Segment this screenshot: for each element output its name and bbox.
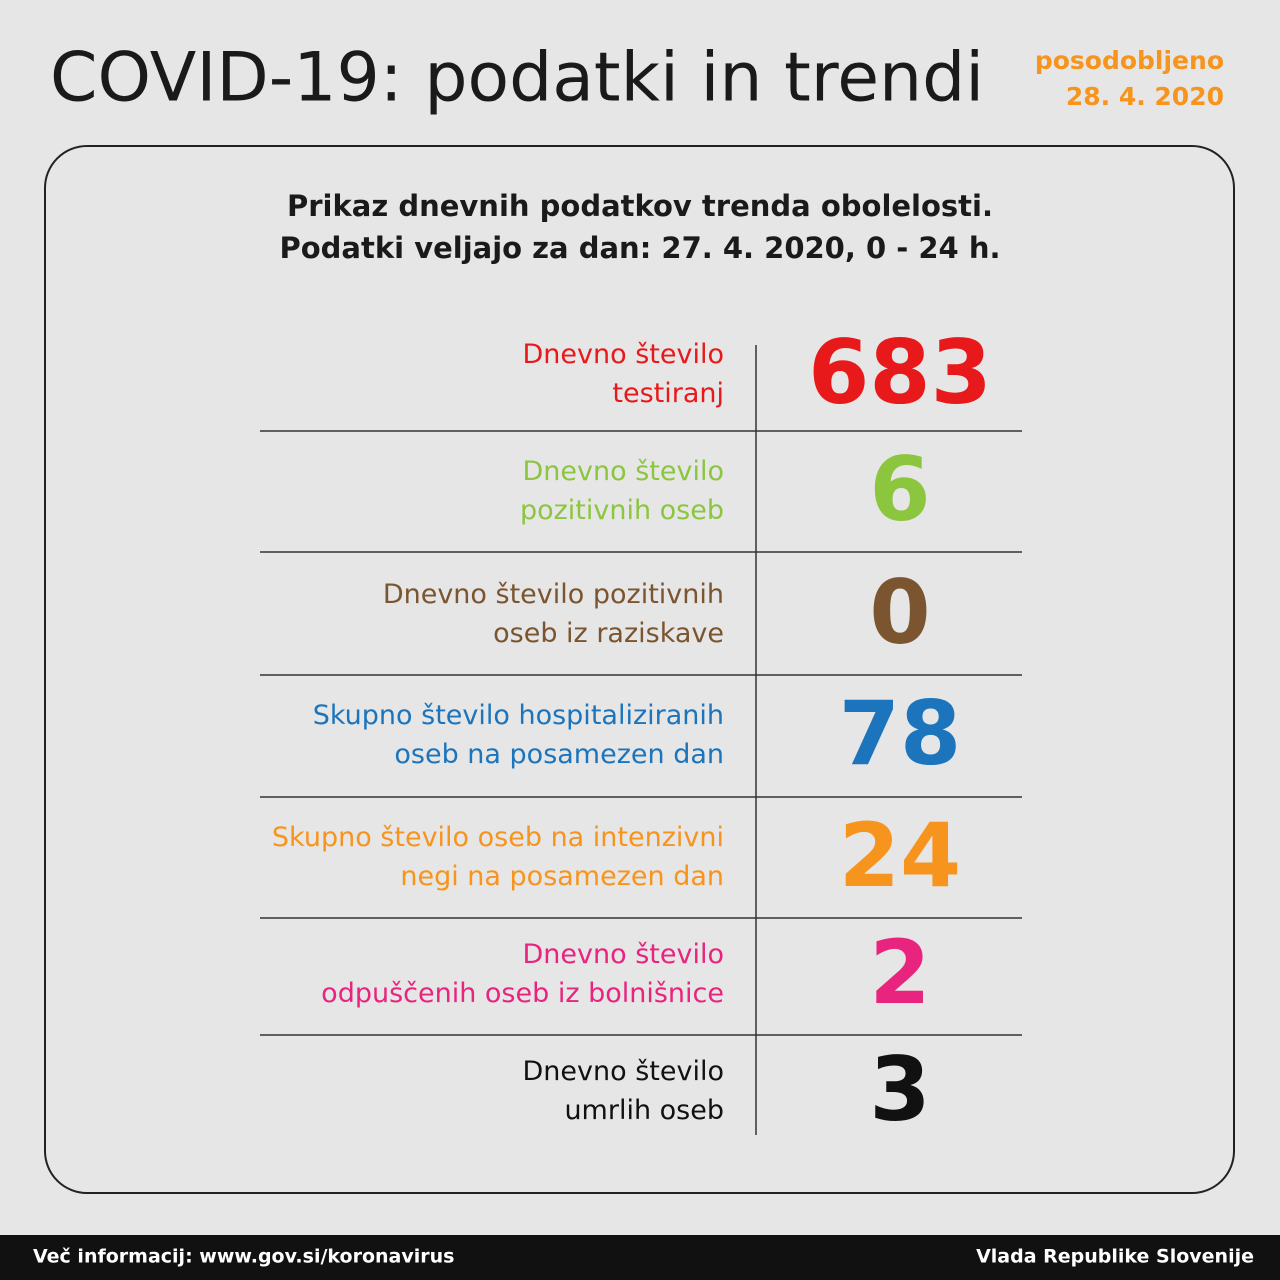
row-label: odpuščenih oseb iz bolnišnice (321, 978, 724, 1009)
row-label: Dnevno število (523, 456, 724, 487)
footer-link: Več informacij: www.gov.si/koronavirus (33, 1246, 454, 1268)
row-label: negi na posamezen dan (400, 861, 724, 892)
row-value: 0 (869, 561, 930, 664)
row-value: 3 (869, 1038, 930, 1141)
row-value: 6 (869, 438, 930, 541)
row-label: umrlih oseb (564, 1095, 724, 1126)
footer-bar (0, 1235, 1280, 1280)
row-label: pozitivnih oseb (520, 495, 724, 526)
row-label: oseb na posamezen dan (394, 739, 724, 770)
title: COVID-19: podatki in trendi (50, 39, 984, 118)
row-value: 24 (839, 804, 961, 907)
row-label: Dnevno število (523, 939, 724, 970)
updated-label: posodobljeno (1035, 46, 1224, 75)
updated-date: 28. 4. 2020 (1066, 82, 1224, 111)
content-box (44, 145, 1235, 1194)
row-value: 2 (869, 921, 930, 1024)
row-label: oseb iz raziskave (493, 618, 724, 649)
row-label: Dnevno število (523, 339, 724, 370)
subtitle-line: Prikaz dnevnih podatkov trenda obolelost… (287, 189, 993, 223)
row-label: Skupno število oseb na intenzivni (272, 822, 724, 853)
subtitle-line: Podatki veljajo za dan: 27. 4. 2020, 0 -… (280, 231, 1001, 265)
row-label: Dnevno število (523, 1056, 724, 1087)
footer-credit: Vlada Republike Slovenije (976, 1246, 1254, 1268)
row-label: Dnevno število pozitivnih (383, 579, 724, 610)
row-value: 683 (808, 321, 992, 424)
row-value: 78 (839, 682, 961, 785)
row-label: testiranj (612, 378, 724, 409)
row-label: Skupno število hospitaliziranih (313, 700, 724, 731)
